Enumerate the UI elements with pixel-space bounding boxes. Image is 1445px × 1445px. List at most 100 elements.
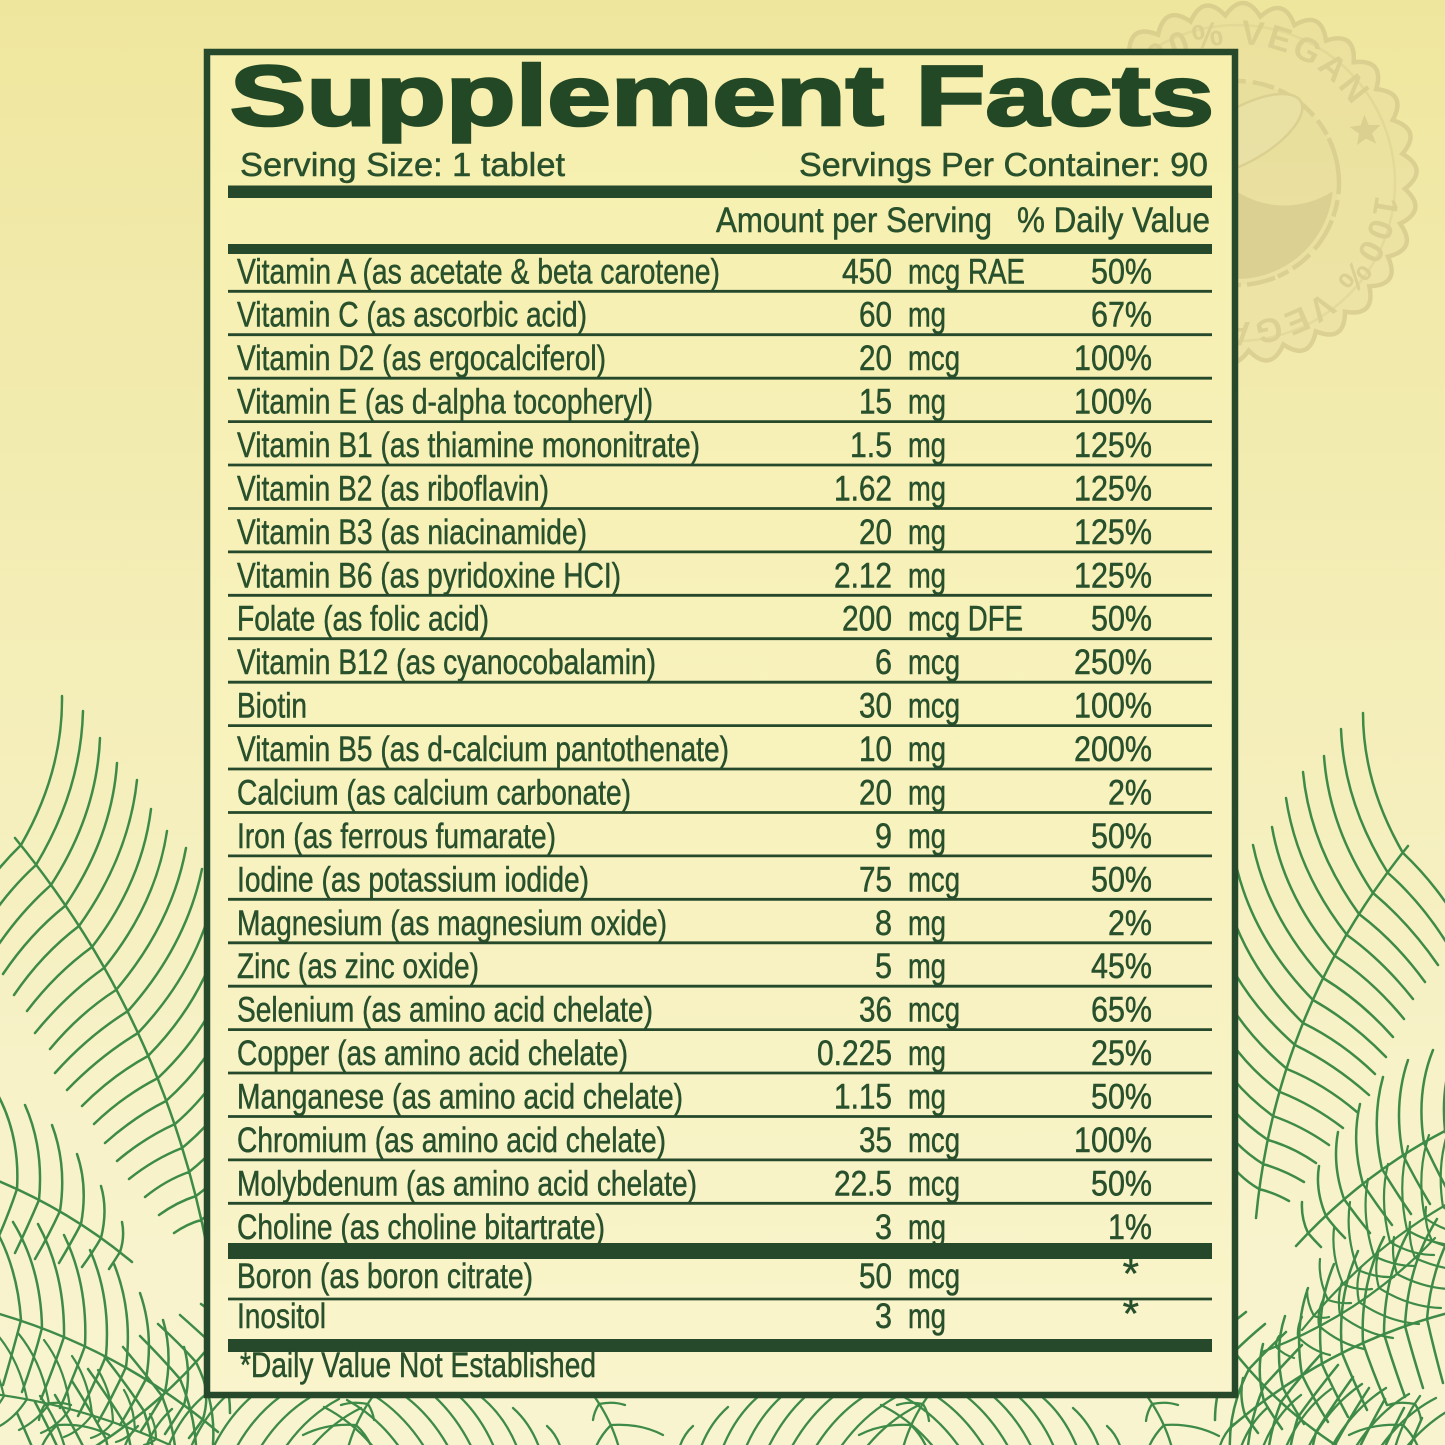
svg-text:Serving Size: 1 tablet: Serving Size: 1 tablet — [240, 146, 565, 183]
svg-text:Amount per Serving: Amount per Serving — [716, 201, 992, 240]
svg-text:Biotin: Biotin — [237, 687, 307, 726]
svg-text:*: * — [1123, 1250, 1139, 1297]
svg-text:2%: 2% — [1108, 904, 1152, 943]
svg-text:22.5: 22.5 — [834, 1164, 892, 1203]
svg-text:mcg: mcg — [908, 1164, 960, 1203]
svg-text:100%: 100% — [1074, 339, 1152, 378]
svg-text:20: 20 — [859, 339, 892, 378]
svg-text:mcg: mcg — [908, 1257, 960, 1296]
svg-text:450: 450 — [842, 252, 892, 291]
svg-text:Vitamin B6 (as pyridoxine HCI): Vitamin B6 (as pyridoxine HCI) — [237, 556, 621, 595]
svg-text:Vitamin C (as ascorbic acid): Vitamin C (as ascorbic acid) — [237, 296, 587, 335]
svg-text:mg: mg — [908, 817, 946, 856]
svg-text:65%: 65% — [1091, 991, 1152, 1030]
svg-text:mg: mg — [908, 1078, 946, 1117]
svg-text:mg: mg — [908, 383, 946, 422]
svg-text:Vitamin B1 (as thiamine mononi: Vitamin B1 (as thiamine mononitrate) — [237, 426, 700, 465]
svg-text:Vitamin D2 (as ergocalciferol): Vitamin D2 (as ergocalciferol) — [237, 339, 606, 378]
svg-text:Vitamin B5 (as d-calcium panto: Vitamin B5 (as d-calcium pantothenate) — [237, 730, 729, 769]
svg-text:3: 3 — [875, 1208, 892, 1247]
svg-text:25%: 25% — [1091, 1034, 1152, 1073]
svg-text:45%: 45% — [1091, 947, 1152, 986]
svg-text:mg: mg — [908, 1208, 946, 1247]
svg-text:mg: mg — [908, 904, 946, 943]
svg-text:mcg RAE: mcg RAE — [908, 252, 1025, 291]
svg-text:9: 9 — [875, 817, 892, 856]
svg-text:Magnesium (as magnesium oxide): Magnesium (as magnesium oxide) — [237, 904, 667, 943]
svg-text:mg: mg — [908, 296, 946, 335]
svg-text:Chromium (as amino acid chelat: Chromium (as amino acid chelate) — [237, 1121, 666, 1160]
svg-text:250%: 250% — [1074, 643, 1152, 682]
svg-text:35: 35 — [859, 1121, 892, 1160]
svg-text:Calcium (as calcium carbonate): Calcium (as calcium carbonate) — [237, 774, 631, 813]
svg-text:Vitamin B12 (as cyanocobalamin: Vitamin B12 (as cyanocobalamin) — [237, 643, 656, 682]
svg-text:mcg: mcg — [908, 339, 960, 378]
svg-text:% Daily Value: % Daily Value — [1017, 201, 1210, 240]
svg-text:50%: 50% — [1091, 600, 1152, 639]
svg-text:mcg: mcg — [908, 687, 960, 726]
svg-text:200: 200 — [842, 600, 892, 639]
svg-text:Copper (as amino acid chelate): Copper (as amino acid chelate) — [237, 1034, 628, 1073]
svg-text:Folate (as folic acid): Folate (as folic acid) — [237, 600, 489, 639]
svg-text:15: 15 — [859, 383, 892, 422]
svg-text:2.12: 2.12 — [834, 556, 892, 595]
svg-text:30: 30 — [859, 687, 892, 726]
svg-text:200%: 200% — [1074, 730, 1152, 769]
svg-text:1.62: 1.62 — [834, 470, 892, 509]
svg-text:Vitamin B2 (as riboflavin): Vitamin B2 (as riboflavin) — [237, 470, 549, 509]
svg-text:Iron (as ferrous fumarate): Iron (as ferrous fumarate) — [237, 817, 556, 856]
svg-text:50%: 50% — [1091, 860, 1152, 899]
svg-text:0.225: 0.225 — [817, 1034, 892, 1073]
svg-text:125%: 125% — [1074, 426, 1152, 465]
svg-text:mcg: mcg — [908, 1121, 960, 1160]
svg-text:1.5: 1.5 — [850, 426, 892, 465]
svg-text:mg: mg — [908, 1034, 946, 1073]
svg-text:5: 5 — [875, 947, 892, 986]
svg-text:Vitamin B3 (as niacinamide): Vitamin B3 (as niacinamide) — [237, 513, 587, 552]
svg-text:*: * — [1123, 1290, 1139, 1337]
svg-text:Boron (as boron citrate): Boron (as boron citrate) — [237, 1257, 533, 1296]
svg-text:Supplement Facts: Supplement Facts — [230, 49, 1214, 144]
svg-text:mg: mg — [908, 1297, 946, 1336]
svg-text:Vitamin E (as d-alpha tocopher: Vitamin E (as d-alpha tocopheryl) — [237, 383, 653, 422]
svg-text:mg: mg — [908, 730, 946, 769]
svg-text:mcg: mcg — [908, 643, 960, 682]
svg-text:60: 60 — [859, 296, 892, 335]
svg-text:Iodine (as potassium iodide): Iodine (as potassium iodide) — [237, 860, 589, 899]
svg-text:100%: 100% — [1074, 687, 1152, 726]
svg-text:75: 75 — [859, 860, 892, 899]
svg-text:50%: 50% — [1091, 252, 1152, 291]
svg-text:6: 6 — [875, 643, 892, 682]
svg-text:20: 20 — [859, 513, 892, 552]
svg-text:mg: mg — [908, 426, 946, 465]
svg-text:1%: 1% — [1108, 1208, 1152, 1247]
svg-text:mg: mg — [908, 774, 946, 813]
svg-text:50%: 50% — [1091, 1164, 1152, 1203]
svg-text:mcg DFE: mcg DFE — [908, 600, 1023, 639]
svg-text:20: 20 — [859, 774, 892, 813]
svg-text:Manganese (as amino acid chela: Manganese (as amino acid chelate) — [237, 1078, 683, 1117]
svg-text:3: 3 — [875, 1297, 892, 1336]
svg-text:mg: mg — [908, 556, 946, 595]
svg-text:50: 50 — [859, 1257, 892, 1296]
svg-text:67%: 67% — [1091, 296, 1152, 335]
svg-text:Servings Per Container: 90: Servings Per Container: 90 — [799, 146, 1208, 183]
svg-text:125%: 125% — [1074, 513, 1152, 552]
svg-text:50%: 50% — [1091, 817, 1152, 856]
svg-text:125%: 125% — [1074, 556, 1152, 595]
svg-text:Zinc (as zinc oxide): Zinc (as zinc oxide) — [237, 947, 479, 986]
svg-text:10: 10 — [859, 730, 892, 769]
svg-text:mcg: mcg — [908, 991, 960, 1030]
svg-text:8: 8 — [875, 904, 892, 943]
svg-text:100%: 100% — [1074, 383, 1152, 422]
svg-text:2%: 2% — [1108, 774, 1152, 813]
svg-text:50%: 50% — [1091, 1078, 1152, 1117]
svg-text:125%: 125% — [1074, 470, 1152, 509]
svg-text:Vitamin A (as acetate & beta c: Vitamin A (as acetate & beta carotene) — [237, 252, 720, 291]
svg-text:Choline (as choline bitartrate: Choline (as choline bitartrate) — [237, 1208, 605, 1247]
svg-text:Inositol: Inositol — [237, 1297, 326, 1336]
svg-text:mcg: mcg — [908, 860, 960, 899]
svg-text:mg: mg — [908, 513, 946, 552]
svg-text:mg: mg — [908, 947, 946, 986]
svg-text:*Daily Value Not Established: *Daily Value Not Established — [240, 1346, 596, 1385]
